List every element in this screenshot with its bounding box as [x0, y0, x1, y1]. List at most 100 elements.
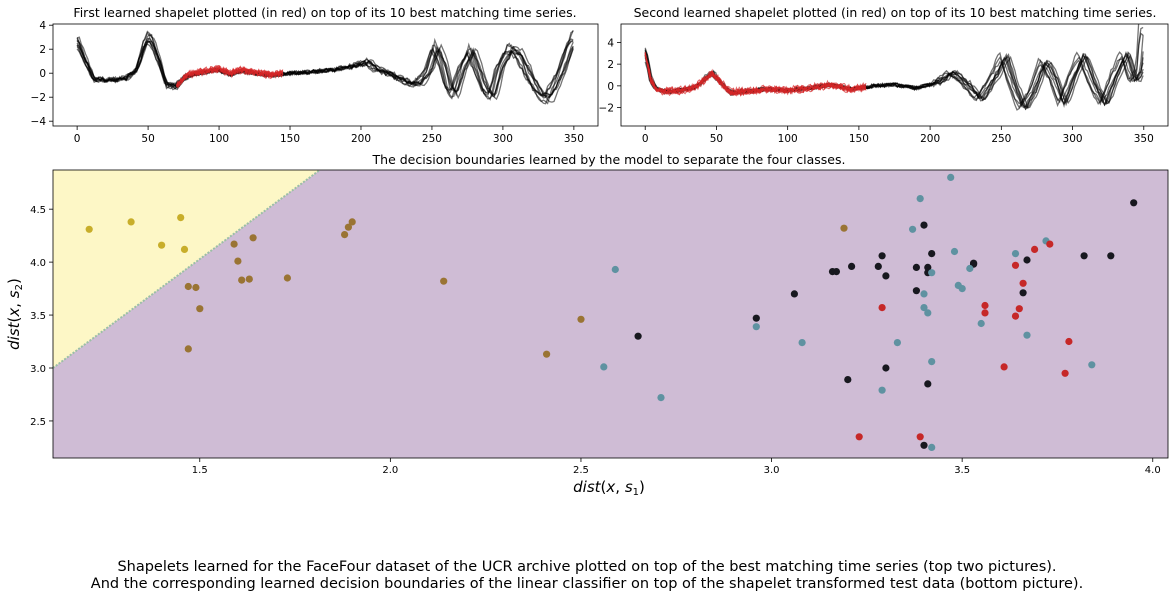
x-tick-label: 100: [209, 133, 229, 145]
scatter-point: [909, 225, 917, 233]
scatter-point: [245, 275, 253, 283]
scatter-point: [600, 363, 608, 371]
x-tick-label: 2.5: [573, 465, 589, 476]
scatter-point: [1130, 199, 1138, 207]
x-tick-label: 3.5: [954, 465, 970, 476]
scatter-point: [947, 173, 955, 181]
chart-top-left-title: First learned shapelet plotted (in red) …: [73, 5, 576, 20]
decision-boundary-line: [52, 169, 321, 369]
scatter-point: [882, 364, 890, 372]
y-tick-label: 2.5: [30, 417, 46, 428]
scatter-point: [1019, 279, 1027, 287]
x-tick-label: 150: [849, 133, 869, 145]
x-tick-label: 4.0: [1145, 465, 1161, 476]
scatter-point: [184, 345, 192, 353]
y-tick-label: −2: [599, 103, 614, 115]
scatter-point: [196, 305, 204, 313]
scatter-point: [916, 433, 924, 441]
x-tick-label: 100: [778, 133, 798, 145]
y-tick-label: 0: [39, 68, 46, 80]
scatter-point: [798, 339, 806, 347]
x-tick-label: 150: [280, 133, 300, 145]
scatter-point: [920, 290, 928, 298]
x-tick-label: 300: [1063, 133, 1083, 145]
scatter-point: [981, 301, 989, 310]
scatter-point: [893, 339, 902, 347]
scatter-point: [85, 225, 93, 233]
scatter-point: [916, 195, 924, 203]
scatter-point: [230, 240, 238, 248]
scatter-point: [657, 394, 665, 402]
caption-line-1: Shapelets learned for the FaceFour datas…: [117, 559, 1057, 575]
scatter-point: [192, 283, 200, 292]
chart-top-right-title: Second learned shapelet plotted (in red)…: [634, 5, 1157, 20]
chart-bottom-axes: 1.5 2.0 2.5 3.0 3.5 4.0 2.5 3.0 3.5 4.0 4.5: [30, 205, 1161, 476]
scatter-point: [928, 250, 936, 258]
scatter-point: [1011, 261, 1020, 269]
x-tick-label: 0: [642, 133, 649, 145]
scatter-point: [611, 265, 619, 274]
scatter-point: [848, 262, 856, 270]
x-tick-label: 200: [351, 133, 371, 145]
y-tick-label: −4: [31, 116, 47, 128]
chart-top-right-axes: 0 50 100 150 200 250 300 350 −2 0 2 4: [599, 37, 1154, 145]
shapelet-line: [644, 54, 867, 96]
scatter-point: [238, 276, 246, 284]
scatter-point: [1011, 250, 1020, 258]
scatter-point: [1023, 256, 1031, 264]
y-tick-label: 4.0: [30, 258, 46, 269]
scatter-point: [341, 231, 349, 239]
chart-top-right-frame: [620, 23, 1169, 127]
scatter-point: [878, 386, 886, 394]
scatter-point: [1023, 331, 1031, 339]
scatter-point: [924, 309, 932, 317]
scatter-point: [127, 218, 135, 226]
figure-canvas: First learned shapelet plotted (in red) …: [5, 5, 1169, 498]
scatter-point: [912, 287, 921, 295]
scatter-point: [1088, 361, 1096, 369]
x-tick-label: 3.0: [764, 465, 780, 476]
scatter-point: [950, 247, 959, 256]
x-tick-label: 350: [564, 133, 584, 145]
chart-top-left-axes: 0 50 100 150 200 250 300 350 −4 −2 0 2 4: [31, 20, 584, 145]
scatter-point: [1107, 252, 1115, 260]
scatter-point: [920, 304, 928, 312]
scatter-point: [790, 290, 799, 298]
chart-top-right-plot-area: [644, 24, 1144, 111]
y-tick-label: −2: [31, 92, 46, 104]
x-tick-label: 250: [991, 133, 1011, 145]
chart-top-left: First learned shapelet plotted (in red) …: [31, 5, 599, 145]
scatter-point: [158, 241, 166, 249]
scatter-point: [878, 304, 886, 312]
scatter-point: [184, 282, 192, 291]
chart-top-right: Second learned shapelet plotted (in red)…: [599, 5, 1169, 145]
x-tick-label: 50: [710, 133, 723, 145]
figure-caption: Shapelets learned for the FaceFour datas…: [0, 559, 1174, 593]
x-tick-label: 50: [141, 133, 154, 145]
x-tick-label: 1.5: [192, 465, 208, 476]
scatter-point: [344, 223, 352, 231]
scatter-point: [912, 263, 921, 271]
y-tick-label: 3.0: [30, 364, 46, 375]
shapelet-line: [176, 65, 284, 88]
scatter-point: [924, 263, 932, 271]
scatter-point: [577, 315, 585, 323]
scatter-point: [981, 309, 989, 317]
scatter-point: [177, 214, 185, 222]
scatter-point: [634, 332, 642, 340]
chart-top-left-plot-area: [76, 30, 574, 105]
scatter-point: [855, 433, 863, 441]
scatter-point: [882, 272, 890, 280]
chart-bottom-ylabel: dist(x, s2): [5, 278, 25, 350]
x-tick-label: 300: [493, 133, 513, 145]
scatter-point: [928, 358, 936, 366]
chart-bottom-xlabel: dist(x, s1): [573, 478, 645, 498]
scatter-point: [1011, 312, 1020, 320]
chart-bottom-plot-area: [52, 169, 1168, 458]
scatter-point: [928, 443, 936, 451]
x-tick-label: 250: [422, 133, 442, 145]
x-tick-label: 0: [74, 133, 81, 145]
time-series-line: [76, 39, 574, 97]
y-tick-label: 4: [39, 20, 46, 32]
scatter-point: [1046, 240, 1054, 248]
